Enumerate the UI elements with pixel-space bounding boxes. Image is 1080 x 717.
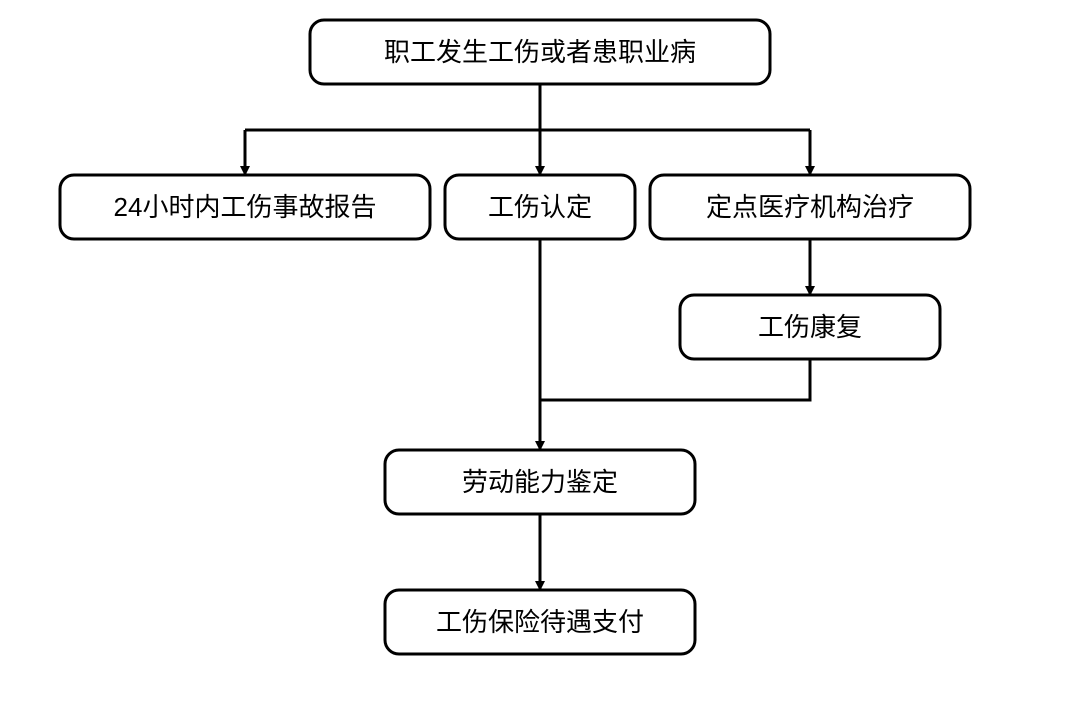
node-n3: 工伤认定: [445, 175, 635, 239]
nodes-layer: 职工发生工伤或者患职业病 24小时内工伤事故报告 工伤认定 定点医疗机构治疗工伤康复劳…: [60, 20, 970, 654]
node-label: 工伤康复: [758, 312, 862, 342]
node-n2: 24小时内工伤事故报告: [60, 175, 430, 239]
node-label: 工伤认定: [488, 192, 592, 222]
node-n4: 定点医疗机构治疗: [650, 175, 970, 239]
node-label: 24小时内工伤事故报告: [114, 192, 377, 222]
node-label: 工伤保险待遇支付: [436, 607, 644, 637]
node-n5: 工伤康复: [680, 295, 940, 359]
edge-e3: [540, 359, 810, 400]
node-n7: 工伤保险待遇支付: [385, 590, 695, 654]
node-label: 定点医疗机构治疗: [706, 192, 914, 222]
node-label: 劳动能力鉴定: [462, 467, 618, 497]
node-label: 职工发生工伤或者患职业病: [384, 37, 696, 67]
node-n6: 劳动能力鉴定: [385, 450, 695, 514]
node-n1: 职工发生工伤或者患职业病: [310, 20, 770, 84]
flowchart-canvas: 职工发生工伤或者患职业病 24小时内工伤事故报告 工伤认定 定点医疗机构治疗工伤康复劳…: [0, 0, 1080, 717]
